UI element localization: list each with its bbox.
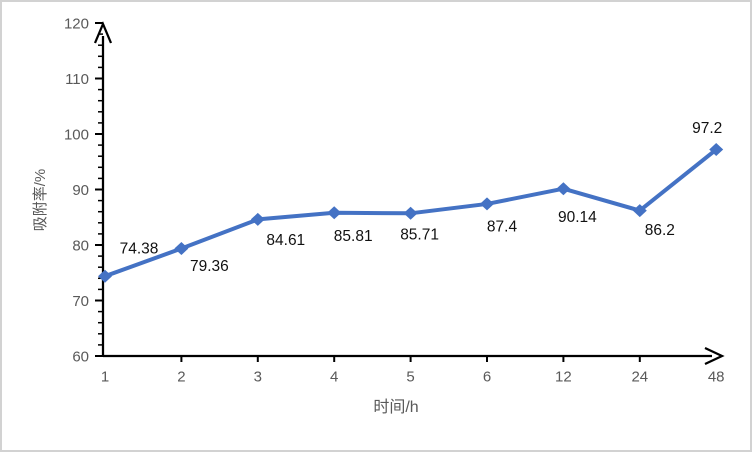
data-point-marker [709,143,724,157]
data-label: 84.61 [266,232,305,249]
x-tick-label: 48 [708,368,725,385]
y-tick-label: 120 [64,15,89,32]
data-point-marker [174,242,189,256]
x-tick-label: 4 [330,368,338,385]
x-axis-title: 时间/h [373,398,418,416]
y-tick-label: 80 [72,237,89,254]
data-label: 86.2 [645,222,675,239]
data-point-marker [556,182,571,196]
data-label: 97.2 [692,120,722,137]
x-tick-label: 24 [631,368,648,385]
y-tick-label: 100 [64,126,89,143]
data-label: 87.4 [487,218,518,235]
x-tick-label: 6 [483,368,491,385]
x-axis-arrowhead-icon [704,346,725,366]
data-point-marker [250,212,265,226]
y-tick-label: 70 [72,293,89,310]
y-tick-label: 60 [72,348,89,365]
x-tick-label: 2 [177,368,185,385]
data-point-marker [632,204,647,218]
data-point-marker [480,197,494,211]
x-tick-label: 5 [406,368,414,385]
data-label: 90.14 [558,209,597,226]
data-point-marker [327,206,342,220]
x-tick-label: 1 [101,368,109,385]
data-label: 79.36 [190,258,229,275]
x-tick-label: 3 [254,368,262,385]
data-label: 85.81 [334,228,373,245]
data-label: 85.71 [400,227,439,244]
y-tick-label: 90 [72,182,89,199]
data-point-marker [98,269,112,283]
x-tick-label: 12 [555,368,572,385]
y-axis-title: 吸附率/% [32,169,49,232]
data-point-marker [403,206,418,220]
y-tick-label: 110 [65,71,89,88]
data-label: 74.38 [120,241,159,258]
